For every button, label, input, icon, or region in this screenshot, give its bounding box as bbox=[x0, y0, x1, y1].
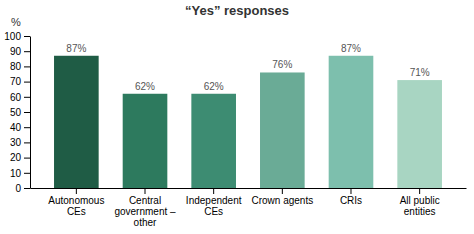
y-tick: 70 bbox=[10, 76, 30, 87]
x-tick: CRIs bbox=[340, 188, 362, 206]
x-tick: Centralgovernment –other bbox=[114, 188, 176, 228]
x-tick-label-line: Crown agents bbox=[251, 195, 313, 206]
x-tick-label-line: other bbox=[134, 217, 157, 228]
y-tick-label: 80 bbox=[10, 61, 22, 72]
data-label: 87% bbox=[66, 43, 86, 54]
y-tick-mark bbox=[24, 142, 30, 143]
x-tick-label-line: CEs bbox=[204, 206, 223, 217]
bar bbox=[191, 94, 236, 188]
y-tick-mark bbox=[24, 66, 30, 67]
bar bbox=[123, 94, 168, 188]
x-tick: All publicentities bbox=[400, 188, 440, 217]
y-tick: 90 bbox=[10, 46, 30, 57]
x-tick-mark bbox=[145, 188, 146, 194]
plot: 0102030405060708090100AutonomousCEsCentr… bbox=[4, 31, 466, 228]
x-tick-label-line: government – bbox=[114, 206, 176, 217]
data-label: 62% bbox=[204, 81, 224, 92]
y-tick-label: 50 bbox=[10, 107, 22, 118]
y-tick-label: 90 bbox=[10, 46, 22, 57]
x-tick-label-line: Independent bbox=[186, 195, 242, 206]
data-label: 71% bbox=[410, 67, 430, 78]
x-tick: AutonomousCEs bbox=[48, 188, 104, 217]
y-tick-mark bbox=[24, 36, 30, 37]
y-tick: 40 bbox=[10, 122, 30, 133]
bar bbox=[54, 56, 99, 188]
x-tick-mark bbox=[282, 188, 283, 194]
y-tick-label: 100 bbox=[4, 31, 21, 42]
x-tick-label: IndependentCEs bbox=[186, 195, 242, 217]
bar bbox=[329, 56, 374, 188]
bar bbox=[397, 80, 442, 188]
x-tick-label: All publicentities bbox=[400, 195, 440, 217]
bars bbox=[54, 56, 442, 188]
y-tick-label: 20 bbox=[10, 152, 22, 163]
data-label: 62% bbox=[135, 81, 155, 92]
y-tick: 80 bbox=[10, 61, 30, 72]
y-axis-title: % bbox=[11, 16, 21, 28]
y-tick: 20 bbox=[10, 152, 30, 163]
data-label: 76% bbox=[272, 59, 292, 70]
x-tick-mark bbox=[419, 188, 420, 194]
y-tick-label: 60 bbox=[10, 92, 22, 103]
x-tick-label: Crown agents bbox=[251, 195, 313, 206]
x-tick-label: CRIs bbox=[340, 195, 362, 206]
y-tick-mark bbox=[24, 112, 30, 113]
y-tick-label: 70 bbox=[10, 76, 22, 87]
y-tick-mark bbox=[24, 97, 30, 98]
y-tick-mark bbox=[24, 173, 30, 174]
x-tick-label: AutonomousCEs bbox=[48, 195, 104, 217]
y-tick-mark bbox=[24, 188, 30, 189]
x-tick-label-line: entities bbox=[404, 206, 436, 217]
y-tick: 60 bbox=[10, 92, 30, 103]
x-tick: Crown agents bbox=[251, 188, 313, 206]
x-tick-mark bbox=[76, 188, 77, 194]
y-tick-label: 40 bbox=[10, 122, 22, 133]
x-axis: AutonomousCEsCentralgovernment –otherInd… bbox=[31, 188, 467, 228]
x-tick-label-line: All public bbox=[400, 195, 440, 206]
bar bbox=[260, 72, 305, 188]
y-tick: 10 bbox=[10, 168, 30, 179]
x-tick-label: Centralgovernment –other bbox=[114, 195, 176, 228]
y-tick-label: 10 bbox=[10, 168, 22, 179]
x-tick-label-line: Central bbox=[129, 195, 161, 206]
x-tick-label-line: CRIs bbox=[340, 195, 362, 206]
y-tick-label: 0 bbox=[15, 183, 21, 194]
chart: 0102030405060708090100AutonomousCEsCentr… bbox=[0, 0, 474, 234]
y-tick-mark bbox=[24, 51, 30, 52]
title: “Yes” responses bbox=[185, 3, 289, 18]
x-tick-label-line: Autonomous bbox=[48, 195, 104, 206]
x-tick-mark bbox=[213, 188, 214, 194]
data-labels: 87% 62% 62% 76% 87% 71% bbox=[66, 43, 429, 92]
y-tick-mark bbox=[24, 127, 30, 128]
y-axis: 0 10 20 30 40 50 60 70 80 90 100 bbox=[4, 31, 30, 194]
x-tick: IndependentCEs bbox=[186, 188, 242, 217]
x-axis-line bbox=[31, 188, 467, 189]
y-tick: 30 bbox=[10, 137, 30, 148]
y-tick: 100 bbox=[4, 31, 30, 42]
y-tick-mark bbox=[24, 82, 30, 83]
x-tick-label-line: CEs bbox=[67, 206, 86, 217]
y-tick-label: 30 bbox=[10, 137, 22, 148]
y-tick: 50 bbox=[10, 107, 30, 118]
y-axis-line bbox=[30, 37, 31, 189]
y-tick: 0 bbox=[15, 183, 30, 194]
y-tick-mark bbox=[24, 158, 30, 159]
data-label: 87% bbox=[341, 43, 361, 54]
x-tick-mark bbox=[350, 188, 351, 194]
